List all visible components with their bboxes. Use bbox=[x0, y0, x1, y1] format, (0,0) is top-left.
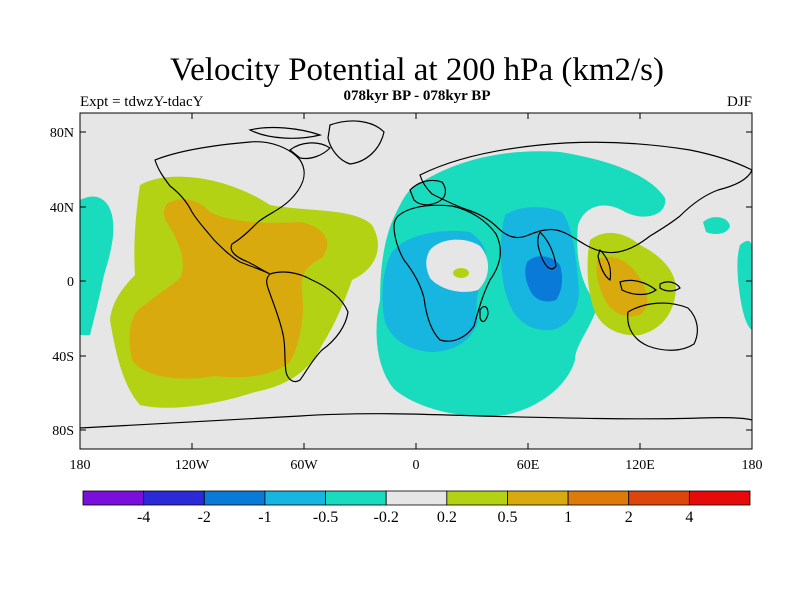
colorbar-label: 1 bbox=[564, 509, 572, 526]
colorbar-box bbox=[143, 490, 205, 506]
colorbar-label: -0.2 bbox=[374, 509, 399, 526]
lat-labels: 80N 40N 0 40S 80S bbox=[50, 126, 74, 439]
lon-labels: 180 120W 60W 0 60E 120E 180 bbox=[70, 458, 763, 473]
neutral-hole-africa bbox=[426, 239, 489, 292]
colorbar-label: 0.5 bbox=[497, 509, 517, 526]
colorbar-label: -2 bbox=[198, 509, 211, 526]
colorbar-label: -4 bbox=[137, 509, 150, 526]
chart-subtitle: 078kyr BP - 078kyr BP bbox=[343, 88, 491, 104]
colorbar-label: -0.5 bbox=[313, 509, 338, 526]
colorbar-box bbox=[264, 490, 326, 506]
strong-positive-region-americas bbox=[129, 199, 328, 379]
negative-region-west-edge bbox=[80, 196, 114, 335]
lon-label: 60W bbox=[290, 458, 318, 473]
colorbar bbox=[82, 490, 751, 506]
lat-label: 40S bbox=[52, 350, 74, 365]
colorbar-box bbox=[82, 490, 145, 506]
colorbar-box bbox=[628, 490, 690, 506]
season-label: DJF bbox=[726, 94, 752, 110]
colorbar-label: 2 bbox=[625, 509, 633, 526]
coastlines bbox=[80, 120, 752, 429]
lon-label: 180 bbox=[742, 458, 763, 473]
negative-region-east-edge bbox=[737, 240, 752, 330]
lon-label: 0 bbox=[413, 458, 420, 473]
lon-label: 180 bbox=[70, 458, 91, 473]
colorbar-label: 4 bbox=[685, 509, 693, 526]
lon-label: 120W bbox=[175, 458, 210, 473]
small-positive-blob-africa bbox=[453, 268, 469, 278]
lon-label: 120E bbox=[625, 458, 655, 473]
experiment-label: Expt = tdwzY-tdacY bbox=[80, 94, 204, 110]
chart-title: Velocity Potential at 200 hPa (km2/s) bbox=[169, 52, 665, 88]
colorbar-box bbox=[325, 490, 387, 506]
colorbar-box bbox=[688, 490, 751, 506]
colorbar-label: -1 bbox=[258, 509, 271, 526]
colorbar-box bbox=[567, 490, 630, 506]
axis-ticks bbox=[80, 113, 752, 449]
colorbar-label: 0.2 bbox=[437, 509, 457, 526]
strong-positive-region-maritime bbox=[596, 256, 648, 317]
lat-label: 80N bbox=[50, 126, 74, 141]
colorbar-box bbox=[446, 490, 508, 506]
colorbar-labels: -4 -2 -1 -0.5 -0.2 0.2 0.5 1 2 4 bbox=[137, 509, 693, 526]
colorbar-box bbox=[385, 490, 448, 506]
lon-label: 60E bbox=[517, 458, 540, 473]
negative-region-small-pacific bbox=[703, 217, 730, 234]
colorbar-box bbox=[507, 490, 569, 506]
colorbar-box bbox=[203, 490, 266, 506]
lat-label: 0 bbox=[67, 275, 74, 290]
lat-label: 80S bbox=[52, 424, 74, 439]
lat-label: 40N bbox=[50, 201, 74, 216]
negative-core-indian-ocean bbox=[525, 256, 563, 302]
